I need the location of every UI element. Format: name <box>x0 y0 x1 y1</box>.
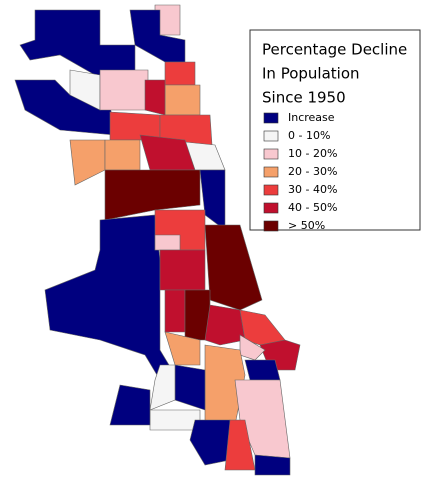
map-region <box>254 454 291 476</box>
map-region <box>129 9 186 63</box>
legend-swatch <box>263 166 279 178</box>
map-region <box>149 409 201 431</box>
legend-label: > 50% <box>288 219 325 232</box>
legend-swatch <box>263 130 279 142</box>
legend-box <box>249 29 421 231</box>
map-region <box>159 249 206 291</box>
regions <box>14 4 301 476</box>
legend-title: Since 1950 <box>262 89 346 107</box>
legend-label: 40 - 50% <box>288 201 337 214</box>
map-region <box>244 359 281 381</box>
map-region <box>164 84 201 116</box>
map-region <box>144 79 166 116</box>
legend-swatch <box>263 148 279 160</box>
legend-label: 10 - 20% <box>288 147 337 160</box>
legend-label: 0 - 10% <box>288 129 330 142</box>
legend-title: In Population <box>262 65 360 83</box>
map-region <box>109 384 151 426</box>
legend-label: 30 - 40% <box>288 183 337 196</box>
legend-title: Percentage Decline <box>262 41 407 59</box>
map-region <box>164 331 201 366</box>
map-region <box>99 69 149 111</box>
legend-swatch <box>263 220 279 232</box>
map-region <box>204 224 263 311</box>
map-region <box>154 234 181 251</box>
map-region <box>164 61 196 86</box>
legend-swatch <box>263 112 279 124</box>
map-region <box>189 419 231 466</box>
map-region <box>204 304 246 346</box>
legend-swatch <box>263 202 279 214</box>
map-region <box>104 139 141 171</box>
legend-label: 20 - 30% <box>288 165 337 178</box>
legend-swatch <box>263 184 279 196</box>
map-region <box>104 169 201 221</box>
map-region <box>109 111 161 141</box>
legend-label: Increase <box>288 111 335 124</box>
map-region <box>164 289 186 333</box>
map-region <box>149 364 176 411</box>
